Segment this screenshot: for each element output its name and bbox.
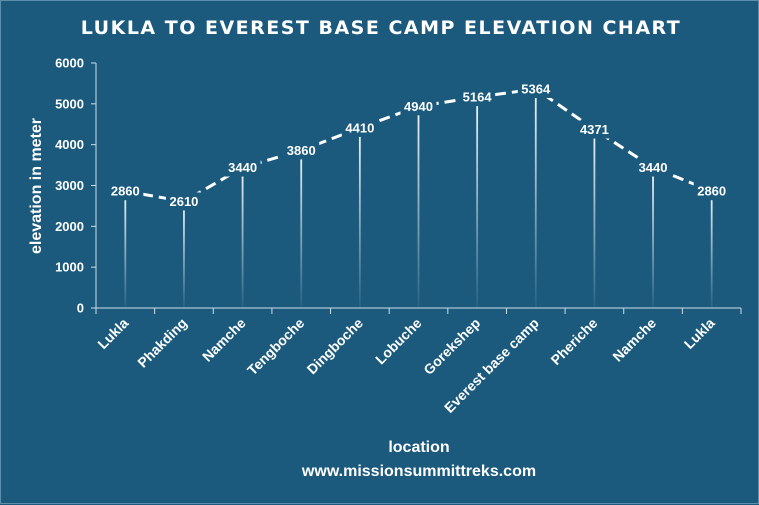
drop-line [358,127,361,308]
data-label-bg [576,120,613,139]
data-label: 5164 [463,90,493,105]
y-axis: 0 1000 2000 3000 4000 5000 6000 [55,56,97,316]
data-label-bg [459,88,496,107]
data-label-bg [224,158,261,177]
data-point: 2610 [165,192,202,211]
data-label-bg [400,97,437,116]
x-tick-label: Namche [609,315,659,365]
x-tick-label: Gorekshep [420,315,483,378]
data-point: 4371 [576,120,613,139]
x-tick-label: Lukla [681,315,718,352]
data-label: 3440 [228,160,257,175]
data-label-bg [635,158,672,177]
x-axis-title: location [388,439,449,456]
drop-line [476,97,479,309]
data-point: 5364 [517,79,554,98]
data-label-bg [283,141,320,160]
data-point: 3440 [635,158,672,177]
data-label: 2860 [111,184,140,199]
series-elevation: 2860 2610 3440 3860 4410 4940 5164 5364 4371 3440… [107,79,730,211]
x-tick-label: Tengboche [244,315,308,379]
data-label: 5364 [521,81,551,96]
data-label-bg [693,182,730,201]
data-label-bg [341,118,378,137]
y-tick-label: 5000 [55,96,84,111]
data-label: 3860 [287,143,316,158]
data-label-bg [107,182,144,201]
drop-line [652,167,654,308]
data-point: 3860 [283,141,320,160]
x-tick-label: Phakding [134,315,190,371]
drop-line [241,167,244,308]
data-point: 2860 [107,182,144,201]
drop-line [710,191,713,308]
data-label: 2610 [169,194,198,209]
data-label: 2860 [697,184,726,199]
drop-line [593,129,596,308]
x-tick-label: Dingboche [304,315,367,378]
data-label: 4371 [580,122,609,137]
y-tick-label: 4000 [55,137,84,152]
y-tick-label: 1000 [55,260,84,275]
drop-line [300,150,303,308]
data-label-bg [165,192,202,211]
drop-line [417,106,420,309]
data-label: 3440 [639,160,668,175]
data-label-bg [517,79,554,98]
website-url: www.missionsummittreks.com [301,463,536,480]
data-label: 4410 [345,120,374,135]
x-tick-label: Pheriche [547,315,600,368]
y-tick-label: 2000 [55,219,84,234]
x-axis [95,307,742,314]
data-point: 3440 [224,158,261,177]
data-label: 4940 [404,99,433,114]
y-tick-label: 3000 [55,178,84,193]
drop-line [183,201,185,308]
drop-lines [124,88,713,309]
x-tick-label: Lobuche [372,315,425,368]
x-tick-label: Namche [199,315,249,365]
y-tick-label: 0 [77,301,84,316]
data-point: 4940 [400,97,437,116]
y-tick-label: 6000 [55,56,84,71]
data-point: 2860 [693,182,730,201]
data-point: 4410 [341,118,378,137]
x-tick-label: Lukla [94,315,131,352]
data-point: 5164 [459,88,496,107]
chart-title: LUKLA TO EVEREST BASE CAMP ELEVATION CHA… [81,17,682,39]
drop-line [124,191,127,308]
y-axis-title: elevation in meter [28,118,45,254]
drop-line [534,88,537,308]
